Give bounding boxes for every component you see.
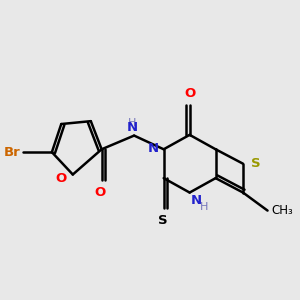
Text: S: S — [158, 214, 168, 227]
Text: O: O — [94, 186, 106, 199]
Text: S: S — [251, 157, 261, 170]
Text: H: H — [128, 118, 136, 128]
Text: H: H — [200, 202, 208, 212]
Text: Br: Br — [3, 146, 20, 159]
Text: CH₃: CH₃ — [272, 204, 294, 217]
Text: N: N — [148, 142, 159, 155]
Text: N: N — [127, 121, 138, 134]
Text: O: O — [184, 86, 195, 100]
Text: N: N — [190, 194, 202, 207]
Text: O: O — [55, 172, 66, 185]
